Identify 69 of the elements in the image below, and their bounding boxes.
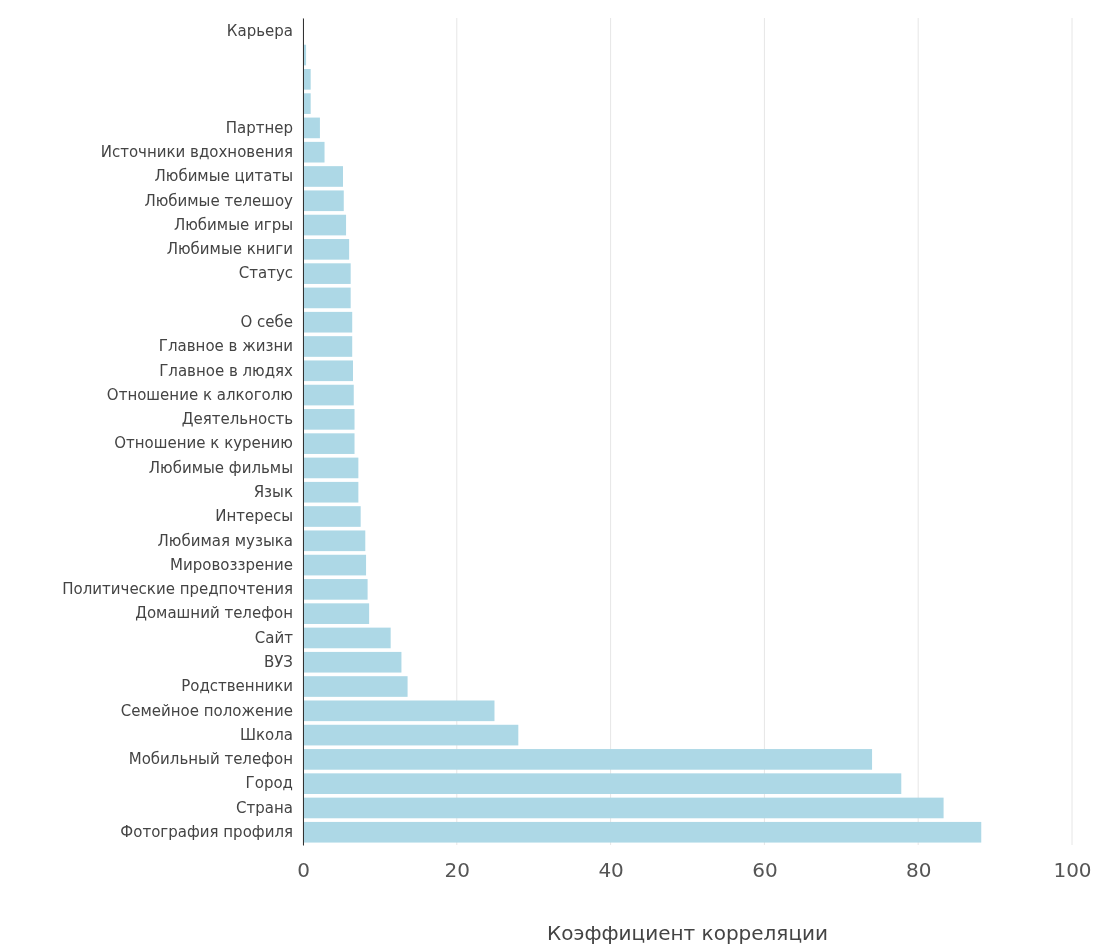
bar <box>303 141 325 163</box>
bar <box>303 481 359 503</box>
y-tick-label: Любимые игры <box>173 215 293 234</box>
y-tick-label: О себе <box>240 313 293 331</box>
y-tick-label: Мобильный телефон <box>128 750 293 769</box>
y-tick-label: Статус <box>238 264 293 283</box>
y-tick-label: Любимые фильмы <box>148 458 293 477</box>
y-tick-label: Карьера <box>226 21 293 40</box>
bar <box>303 797 944 819</box>
y-tick-label: Главное в жизни <box>158 337 293 356</box>
bar <box>303 676 408 697</box>
y-tick-label: ВУЗ <box>263 653 293 672</box>
bar <box>303 651 402 673</box>
y-tick-label: Город <box>245 774 293 793</box>
bar <box>303 263 351 284</box>
bar <box>303 603 370 624</box>
bar <box>303 457 359 479</box>
bar <box>303 749 873 770</box>
bar <box>303 821 982 843</box>
y-tick-label: Источники вдохновения <box>100 142 293 161</box>
bar <box>303 166 343 187</box>
x-tick-label: 60 <box>752 858 778 883</box>
bar <box>303 239 350 260</box>
x-tick-label: 0 <box>297 858 310 883</box>
bar <box>303 506 361 527</box>
bar <box>303 190 344 212</box>
y-tick-label: Интересы <box>215 507 293 526</box>
bar <box>303 530 366 552</box>
bar <box>303 700 495 722</box>
bar <box>303 311 353 333</box>
bar <box>303 773 902 794</box>
y-tick-label: Мировоззрение <box>170 555 293 574</box>
y-tick-label: Любимые цитаты <box>154 167 293 186</box>
x-tick-label: 20 <box>444 858 471 883</box>
bar <box>303 409 355 430</box>
x-tick-label: 80 <box>905 858 932 883</box>
x-tick-label: 100 <box>1053 858 1092 883</box>
bar <box>303 69 311 90</box>
y-tick-label: Домашний телефон <box>135 604 293 623</box>
x-axis-title: Коэффициент корреляции <box>546 921 829 945</box>
y-tick-label: Родственники <box>181 677 293 696</box>
bar <box>303 93 311 114</box>
bar <box>303 554 367 576</box>
bar <box>303 287 351 309</box>
y-tick-label: Отношение к курению <box>114 434 293 453</box>
y-tick-label: Фотография профиля <box>120 823 293 842</box>
bar <box>303 360 353 382</box>
y-tick-label: Любимые книги <box>166 240 293 259</box>
y-tick-label: Партнер <box>225 118 293 137</box>
y-tick-label: Язык <box>253 483 293 502</box>
y-tick-label: Любимая музыка <box>157 531 293 550</box>
y-tick-label: Школа <box>239 725 293 744</box>
bar <box>303 384 354 406</box>
x-tick-label: 40 <box>598 858 624 883</box>
y-tick-label: Страна <box>236 798 293 817</box>
y-tick-label: Деятельность <box>181 410 293 429</box>
bar <box>303 214 347 236</box>
y-tick-label: Политические предпочтения <box>62 580 293 599</box>
bar <box>303 117 320 139</box>
y-tick-label: Любимые телешоу <box>144 191 294 210</box>
bar <box>303 724 519 746</box>
bar <box>303 336 353 357</box>
bar <box>303 627 391 649</box>
y-tick-label: Семейное положение <box>120 701 293 720</box>
y-tick-label: Сайт <box>254 628 294 647</box>
y-tick-label: Отношение к алкоголю <box>106 385 293 404</box>
y-tick-label: Главное в людях <box>159 361 294 380</box>
bar <box>303 579 368 600</box>
bar <box>303 433 355 454</box>
